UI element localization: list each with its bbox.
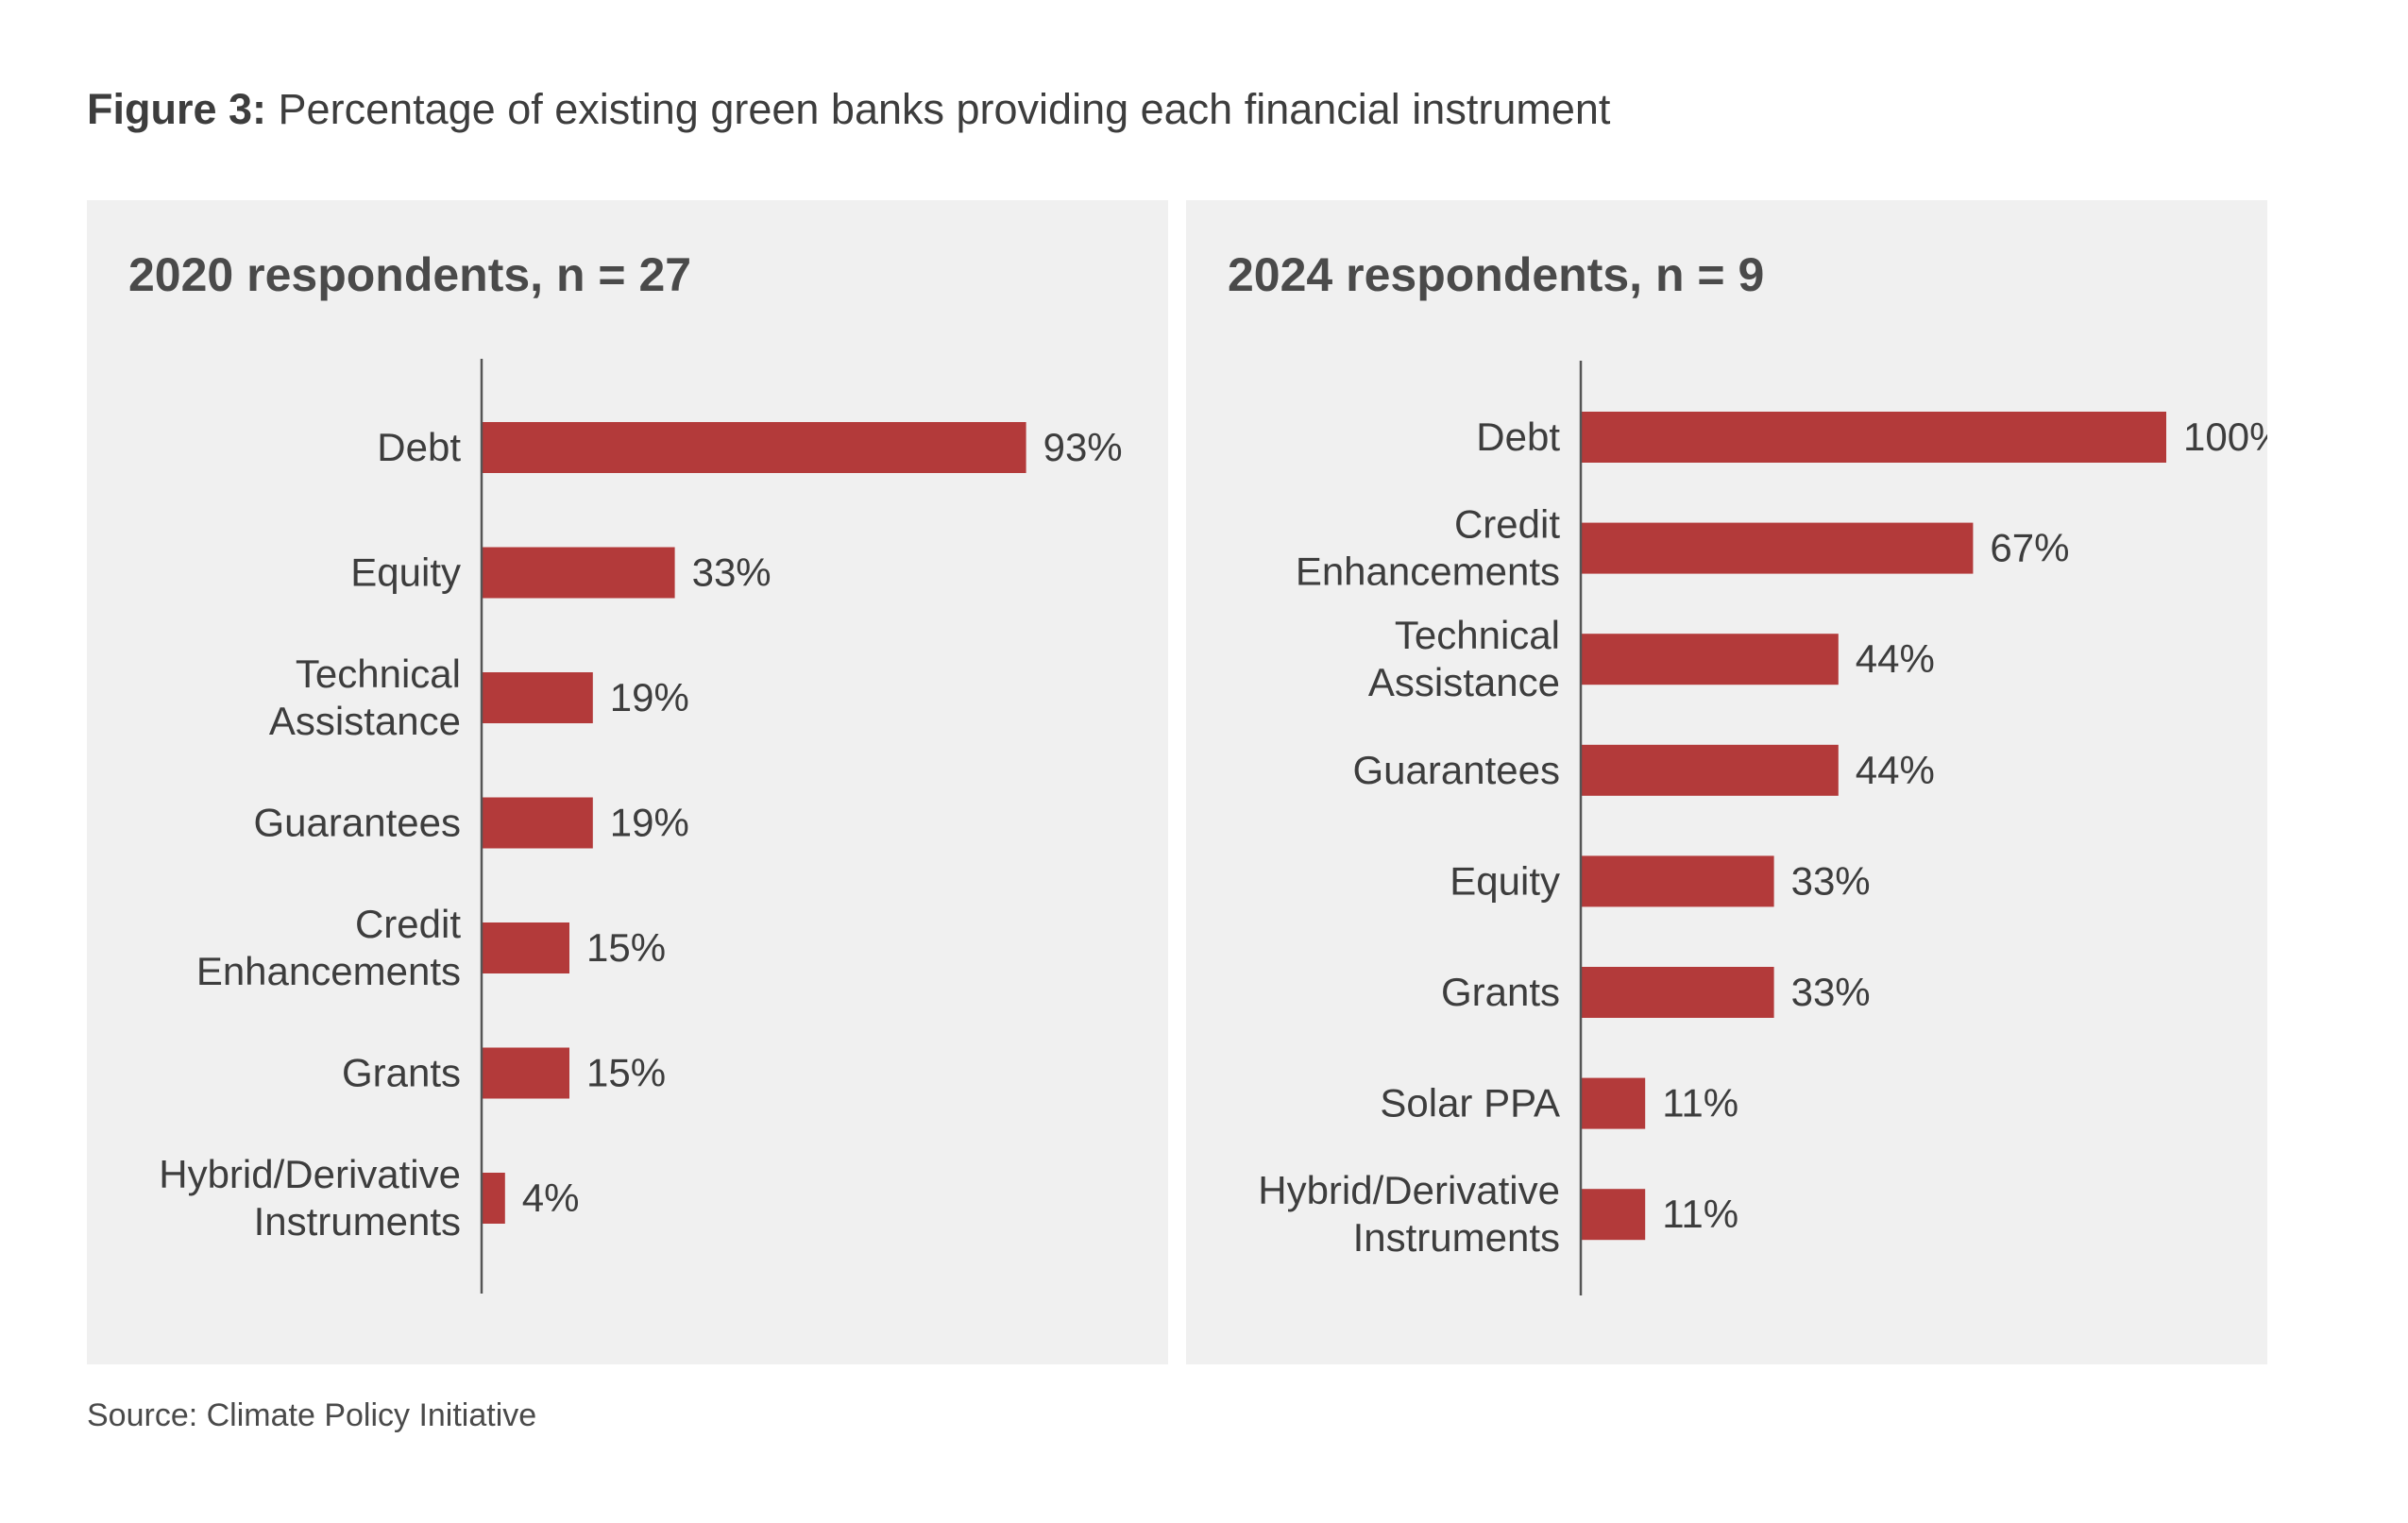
value-label: 33% (692, 550, 772, 595)
value-label: 19% (610, 801, 689, 845)
value-label: 4% (522, 1176, 580, 1220)
chart-title-2024: 2024 respondents, n = 9 (1228, 248, 1765, 301)
value-label: 33% (1791, 970, 1871, 1014)
category-label: Equity (1450, 858, 1560, 903)
category-label: Grants (1441, 970, 1560, 1014)
bar (482, 797, 593, 849)
value-label: 67% (1990, 526, 2069, 570)
category-label: Solar PPA (1380, 1081, 1560, 1125)
category-label: Guarantees (254, 801, 461, 845)
value-label: 11% (1662, 1192, 1738, 1236)
value-label: 44% (1856, 748, 1935, 792)
bar (1581, 855, 1774, 907)
figure-label: Figure 3: (87, 85, 267, 133)
category-label: Debt (1476, 415, 1560, 459)
bar (482, 547, 675, 599)
category-label: Equity (350, 550, 461, 595)
category-label: Technical Assistance (269, 652, 461, 743)
value-label: 100% (2183, 415, 2267, 459)
figure-title-text: Percentage of existing green banks provi… (278, 85, 1611, 133)
category-label: Guarantees (1353, 748, 1560, 792)
bar (1581, 412, 2166, 463)
category-label: Credit Enhancements (196, 902, 462, 993)
category-label: Debt (377, 425, 461, 469)
chart-title-2020: 2020 respondents, n = 27 (128, 248, 692, 301)
bar (482, 1047, 569, 1099)
value-label: 33% (1791, 858, 1871, 903)
category-label: Hybrid/Derivative Instruments (1258, 1168, 1560, 1260)
bar (1581, 1189, 1646, 1241)
category-label: Grants (342, 1051, 461, 1095)
value-label: 15% (586, 1051, 666, 1095)
chart-panel-2024: 2024 respondents, n = 9 100% Debt 67% Credi… (1186, 200, 2267, 1364)
value-label: 19% (610, 675, 689, 719)
bar (1581, 522, 1974, 574)
value-label: 15% (586, 925, 666, 970)
bar (1581, 967, 1774, 1018)
bar (482, 672, 593, 723)
bar (482, 422, 1026, 473)
bar (1581, 744, 1839, 796)
chart-panel-2020: 2020 respondents, n = 27 93% Debt 33% Equit… (87, 200, 1168, 1364)
bar (1581, 634, 1839, 685)
bar (1581, 1077, 1646, 1129)
category-label: Hybrid/Derivative Instruments (159, 1152, 461, 1244)
source-note: Source: Climate Policy Initiative (87, 1397, 537, 1433)
value-label: 44% (1856, 636, 1935, 681)
bar (482, 922, 569, 973)
bar (482, 1173, 505, 1224)
value-label: 11% (1662, 1081, 1738, 1125)
bar-chart-2020: 93% Debt 33% Equity 19% Technical Assistance 19… (159, 359, 1123, 1294)
value-label: 93% (1043, 425, 1123, 469)
category-label: Technical Assistance (1368, 613, 1560, 704)
category-label: Credit Enhancements (1296, 502, 1561, 594)
figure-title: Figure 3: Percentage of existing green b… (87, 85, 1610, 134)
